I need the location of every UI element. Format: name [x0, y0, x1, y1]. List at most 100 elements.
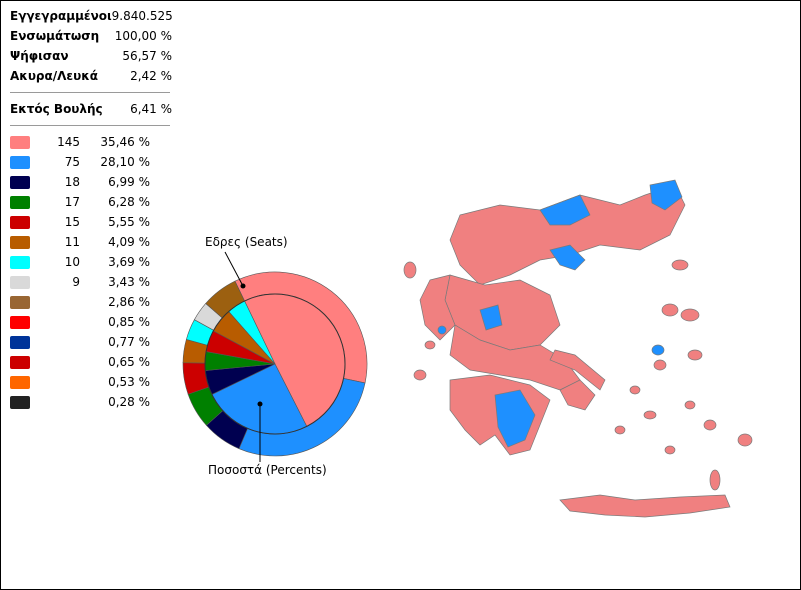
map-island [680, 308, 700, 322]
antarsya-logo [10, 313, 44, 331]
stat-value: 100,00 % [114, 29, 172, 43]
map-region-nd-laconia [494, 389, 536, 448]
kidiso-logo [10, 273, 44, 291]
party-list: 145 35,46 % 75 28,10 % 18 6,99 % 17 6,28 % 15 5,5… [10, 132, 172, 412]
party-percent: 0,85 % [108, 315, 150, 329]
party-row: 75 28,10 % [10, 152, 172, 172]
outside-parliament-row: Εκτός Βουλής 6,41 % [10, 99, 172, 119]
party-logo-mark [10, 255, 30, 269]
party-logo-mark [10, 215, 30, 229]
party-seats: 18 [64, 175, 80, 189]
party-seats: 17 [64, 195, 80, 209]
map-island [709, 469, 721, 491]
map-island-nd [437, 325, 447, 335]
party-logo-mark [10, 375, 30, 389]
party-seats: 15 [64, 215, 80, 229]
party-seats: 75 [64, 155, 80, 169]
party-row: 0,77 % [10, 332, 172, 352]
map-island [671, 259, 689, 271]
stat-label: Εγγεγραμμένοι [10, 9, 112, 23]
stat-label: Ενσωμάτωση [10, 29, 100, 43]
seats-ring-label: Εδρες (Seats) [205, 235, 288, 249]
divider [10, 92, 170, 93]
party-logo-14 [10, 393, 44, 411]
party-logo-mark [10, 135, 30, 149]
party-row: 0,53 % [10, 372, 172, 392]
party-logo-11 [10, 333, 44, 351]
party-row: 18 6,99 % [10, 172, 172, 192]
stat-label: Ψήφισαν [10, 49, 69, 63]
party-row: 0,65 % [10, 352, 172, 372]
golden-dawn-logo [10, 173, 44, 191]
greece-results-map [390, 165, 770, 545]
donut-svg: Εδρες (Seats) Ποσοστά (Percents) [182, 235, 368, 477]
party-percent: 4,09 % [108, 235, 150, 249]
party-percent: 0,77 % [108, 335, 150, 349]
party-row: 0,28 % [10, 392, 172, 412]
stat-value: 56,57 % [122, 49, 172, 63]
party-percent: 2,86 % [108, 295, 150, 309]
party-percent: 3,43 % [108, 275, 150, 289]
party-seats: 145 [57, 135, 80, 149]
map-island [687, 349, 703, 361]
party-logo-mark [10, 355, 30, 369]
party-seats: 10 [64, 255, 80, 269]
map-island [413, 369, 427, 381]
stat-row: Εγγεγραμμένοι 9.840.525 [10, 6, 173, 26]
ldk-logo [10, 293, 44, 311]
party-logo-mark [10, 275, 30, 289]
map-island [684, 400, 696, 410]
label-leader-line [224, 251, 244, 287]
stat-value: 2,42 % [130, 69, 172, 83]
party-row: 0,85 % [10, 312, 172, 332]
kke-logo [10, 213, 44, 231]
party-logo-mark [10, 335, 30, 349]
party-logo-mark [10, 235, 30, 249]
party-percent: 3,69 % [108, 255, 150, 269]
divider [10, 125, 170, 126]
stat-value: 9.840.525 [111, 9, 173, 23]
party-percent: 0,28 % [108, 395, 150, 409]
party-row: 9 3,43 % [10, 272, 172, 292]
map-island-nd [651, 344, 665, 356]
party-logo-mark [10, 195, 30, 209]
party-row: 11 4,09 % [10, 232, 172, 252]
map-island [664, 445, 676, 455]
label-leader-dot [240, 283, 246, 289]
label-leader-dot [257, 401, 263, 407]
party-percent: 28,10 % [100, 155, 150, 169]
stat-list: Εγγεγραμμένοι 9.840.525 Ενσωμάτωση 100,00 %… [10, 6, 173, 86]
party-row: 17 6,28 % [10, 192, 172, 212]
nd-logo [10, 153, 44, 171]
map-island [403, 261, 417, 279]
inner-ring [204, 293, 346, 435]
party-percent: 5,55 % [108, 215, 150, 229]
map-region-epirus [419, 274, 456, 341]
percents-ring-label: Ποσοστά (Percents) [208, 463, 327, 477]
party-percent: 0,65 % [108, 355, 150, 369]
map-island [614, 425, 626, 435]
map-island [737, 433, 753, 447]
map-island [424, 340, 436, 350]
party-row: 10 3,69 % [10, 252, 172, 272]
party-logo-mark [10, 175, 30, 189]
stat-row: Ενσωμάτωση 100,00 % [10, 26, 172, 46]
map-region-crete [559, 494, 731, 518]
map-region-nd-chalkidiki [549, 244, 586, 271]
map-region-nd-west [479, 304, 503, 331]
party-seats: 9 [72, 275, 80, 289]
party-percent: 6,28 % [108, 195, 150, 209]
outside-parliament-label: Εκτός Βουλής [10, 102, 103, 116]
party-row: 145 35,46 % [10, 132, 172, 152]
map-region-nd-northeast [649, 179, 683, 211]
stat-label: Ακυρα/Λευκά [10, 69, 98, 83]
map-region-nd-north [539, 194, 591, 226]
party-logo-13 [10, 373, 44, 391]
party-row: 2,86 % [10, 292, 172, 312]
stats-panel: Εγγεγραμμένοι 9.840.525 Ενσωμάτωση 100,00 %… [10, 6, 173, 412]
map-region-evia [549, 349, 606, 391]
party-percent: 0,53 % [108, 375, 150, 389]
map-island [643, 410, 657, 420]
pasok-logo [10, 193, 44, 211]
party-seats: 11 [64, 235, 80, 249]
